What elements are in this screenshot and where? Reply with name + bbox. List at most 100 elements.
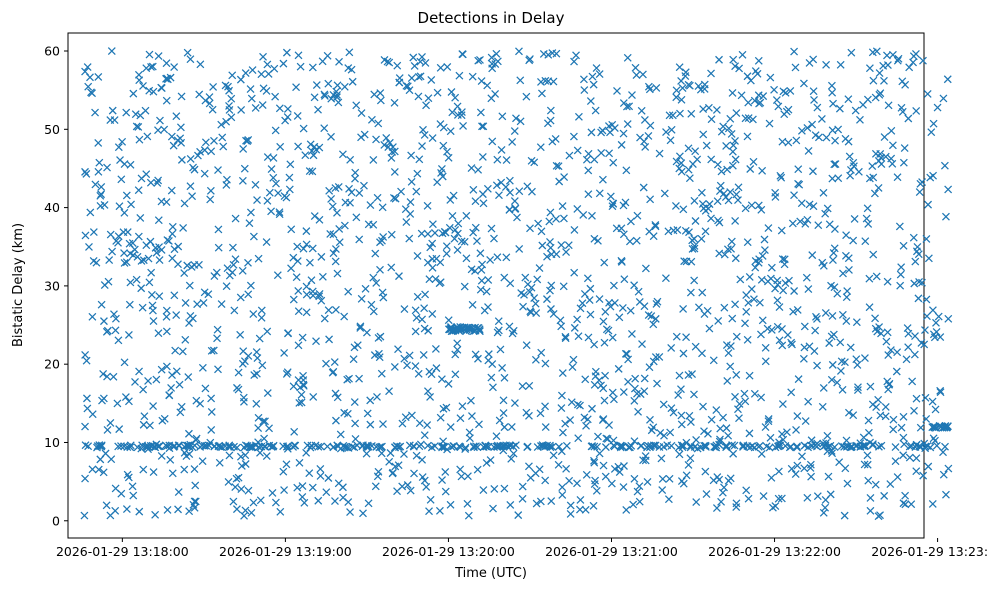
data-point <box>447 324 456 333</box>
data-point <box>876 411 885 420</box>
data-point <box>355 235 364 244</box>
data-point <box>373 472 382 481</box>
data-point <box>207 346 216 355</box>
data-point <box>477 77 486 85</box>
data-point <box>292 83 301 92</box>
data-point <box>881 152 890 161</box>
data-point <box>500 273 509 282</box>
data-point <box>431 275 440 283</box>
data-point <box>635 482 644 491</box>
data-point <box>814 133 823 142</box>
data-point <box>531 355 540 364</box>
data-point <box>302 308 311 317</box>
data-point <box>423 201 432 210</box>
data-point <box>436 278 445 287</box>
data-point <box>530 158 539 167</box>
data-point <box>111 484 120 493</box>
data-point <box>325 186 334 195</box>
data-point <box>246 85 255 93</box>
data-point <box>536 143 545 152</box>
data-point <box>828 449 837 458</box>
data-point <box>299 376 308 385</box>
data-point <box>348 77 357 86</box>
data-point <box>904 343 913 352</box>
data-point <box>930 333 939 342</box>
data-point <box>518 382 527 391</box>
data-point <box>797 199 806 208</box>
data-point <box>286 160 295 169</box>
data-point <box>735 399 744 408</box>
data-point <box>631 374 640 383</box>
data-point <box>617 441 626 450</box>
data-point <box>395 272 403 281</box>
data-point <box>214 365 222 374</box>
data-point <box>456 465 465 474</box>
data-point <box>262 86 271 95</box>
data-point <box>871 93 880 102</box>
data-point <box>293 242 302 251</box>
data-point <box>813 361 822 370</box>
data-point <box>922 312 931 321</box>
data-point <box>546 106 555 115</box>
data-point <box>201 138 210 147</box>
data-point <box>217 120 226 129</box>
data-point <box>496 345 505 354</box>
data-point <box>548 49 557 57</box>
data-point <box>162 306 171 315</box>
data-point <box>679 304 688 313</box>
data-point <box>441 487 450 496</box>
data-point <box>720 483 728 492</box>
data-point <box>185 507 194 516</box>
data-point <box>341 442 349 451</box>
data-point <box>232 505 241 514</box>
data-point <box>276 142 285 151</box>
data-point <box>549 310 558 318</box>
data-point <box>921 442 930 451</box>
data-point <box>190 497 199 506</box>
data-point <box>619 483 628 492</box>
data-point <box>446 500 455 509</box>
data-point <box>808 251 817 260</box>
data-point <box>713 160 722 169</box>
data-point <box>499 396 508 405</box>
data-point <box>148 301 157 310</box>
data-point <box>369 155 378 164</box>
data-point <box>271 92 280 101</box>
data-point <box>162 327 171 336</box>
data-point <box>468 300 477 309</box>
data-point <box>329 443 338 452</box>
data-point <box>826 490 835 499</box>
data-point <box>122 108 131 117</box>
data-point <box>621 198 630 207</box>
data-point <box>122 258 131 267</box>
data-point <box>185 319 193 328</box>
data-point <box>580 86 589 95</box>
data-point <box>114 442 123 451</box>
data-point <box>731 155 740 164</box>
data-point <box>715 187 724 195</box>
data-point <box>148 62 157 71</box>
data-point <box>218 133 227 142</box>
data-point <box>788 340 796 349</box>
data-point <box>546 237 554 246</box>
data-point <box>623 53 632 62</box>
data-point <box>454 219 463 228</box>
data-point <box>488 137 497 146</box>
data-point <box>302 290 311 299</box>
data-point <box>366 201 375 210</box>
data-point <box>338 150 347 159</box>
data-point <box>707 155 716 164</box>
data-point <box>475 327 484 335</box>
data-point <box>775 336 784 345</box>
data-point <box>256 496 265 505</box>
data-point <box>188 443 197 452</box>
data-point <box>299 244 308 253</box>
data-point <box>259 417 268 426</box>
data-point <box>198 363 207 372</box>
data-point <box>886 480 895 488</box>
data-point <box>900 440 909 449</box>
data-point <box>415 419 424 428</box>
data-point <box>351 168 360 177</box>
data-point <box>473 465 482 474</box>
data-point <box>693 155 702 164</box>
